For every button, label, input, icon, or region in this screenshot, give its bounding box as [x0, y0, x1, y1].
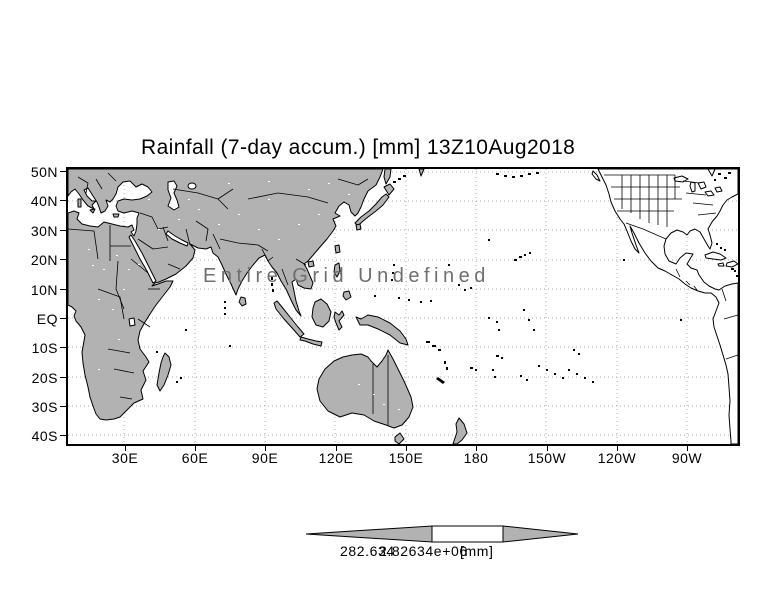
- lon-label: 180: [463, 450, 489, 466]
- lake-michigan: [689, 181, 696, 193]
- lat-tick: [60, 259, 67, 260]
- lat-tick: [60, 318, 67, 319]
- map-plot-area: [66, 167, 740, 446]
- lon-tick: [125, 446, 126, 451]
- lon-tick: [476, 446, 477, 451]
- australia: [316, 349, 414, 429]
- lake-erie: [704, 190, 715, 197]
- continent-afro-eurasia: [68, 169, 384, 421]
- lon-label: 120E: [318, 450, 354, 466]
- country-borders: [68, 172, 389, 425]
- taiwan: [334, 244, 341, 254]
- hispaniola: [725, 260, 738, 268]
- new-guinea: [355, 314, 409, 346]
- lake-ontario: [714, 186, 723, 193]
- lat-tick: [60, 435, 67, 436]
- north-south-america: [597, 169, 738, 444]
- vancouver-island: [591, 170, 601, 182]
- lat-label: 10S: [31, 340, 58, 356]
- luzon: [333, 262, 341, 278]
- lat-label: EQ: [36, 311, 58, 327]
- lon-tick: [617, 446, 618, 451]
- lon-label: 90E: [251, 450, 279, 466]
- lon-tick: [336, 446, 337, 451]
- lat-label: 30N: [30, 223, 58, 239]
- sri-lanka: [238, 296, 247, 307]
- lat-label: 50N: [30, 164, 58, 180]
- lon-tick: [547, 446, 548, 451]
- lon-label: 30E: [111, 450, 139, 466]
- crete: [112, 213, 120, 218]
- plot-title: Rainfall (7-day accum.) [mm] 13Z10Aug201…: [141, 136, 576, 159]
- new-zealand-north: [452, 417, 468, 444]
- red-sea: [128, 234, 157, 284]
- lon-label: 150W: [527, 450, 567, 466]
- sakhalin: [383, 169, 392, 185]
- lat-tick: [60, 406, 67, 407]
- caspian-sea: [167, 180, 180, 211]
- mindanao: [342, 290, 352, 301]
- sardinia: [77, 198, 82, 208]
- lon-tick: [687, 446, 688, 451]
- lake-victoria: [128, 317, 136, 327]
- sulawesi: [333, 310, 345, 331]
- lat-tick: [60, 377, 67, 378]
- lon-label: 120W: [597, 450, 637, 466]
- undefined-grid-message: Entire Grid Undefined: [203, 265, 490, 287]
- aral-sea: [187, 182, 197, 190]
- cuba: [704, 251, 727, 261]
- lat-tick: [60, 347, 67, 348]
- colorbar-min-label: 282.634: [340, 543, 395, 559]
- persian-gulf: [165, 230, 189, 247]
- sicily: [89, 208, 96, 214]
- lat-label: 10N: [30, 282, 58, 298]
- sumatra: [273, 300, 305, 338]
- lat-tick: [60, 171, 67, 172]
- java: [299, 336, 323, 347]
- colorbar-unit-label: [mm]: [460, 543, 494, 559]
- continent-australia: [316, 349, 468, 444]
- madagascar: [156, 352, 172, 392]
- lat-label: 20S: [31, 370, 58, 386]
- world-map: [68, 169, 738, 444]
- lon-tick: [265, 446, 266, 451]
- hokkaido: [383, 183, 395, 196]
- colorbar-right-arrow: [502, 525, 578, 543]
- land-speckles: [88, 181, 400, 410]
- lat-label: 20N: [30, 252, 58, 268]
- kamchatka-tip: [418, 169, 425, 177]
- jamaica: [717, 262, 725, 267]
- lon-tick: [195, 446, 196, 451]
- lat-tick: [60, 289, 67, 290]
- colorbar-left-arrow: [306, 525, 433, 543]
- kyushu: [355, 223, 362, 231]
- ocean-island-specks: [156, 172, 738, 384]
- lat-tick: [60, 230, 67, 231]
- islands-old-world: [77, 169, 425, 392]
- lat-tick: [60, 200, 67, 201]
- lat-label: 40S: [31, 428, 58, 444]
- hainan: [307, 260, 315, 268]
- lon-tick: [406, 446, 407, 451]
- lat-label: 30S: [31, 399, 58, 415]
- us-state-borders: [604, 174, 738, 360]
- lon-label: 90W: [671, 450, 703, 466]
- lake-huron: [697, 181, 707, 190]
- continent-americas: [591, 169, 738, 444]
- colorbar: [306, 525, 578, 543]
- lon-label: 150E: [388, 450, 424, 466]
- lon-label: 60E: [181, 450, 209, 466]
- colorbar-mid-segment: [431, 525, 504, 543]
- colorbar-max-label: 2.82634e+06: [379, 543, 468, 559]
- borneo: [311, 298, 332, 328]
- lat-label: 40N: [30, 193, 58, 209]
- james-bay-notch: [707, 169, 716, 177]
- tasmania: [394, 432, 405, 444]
